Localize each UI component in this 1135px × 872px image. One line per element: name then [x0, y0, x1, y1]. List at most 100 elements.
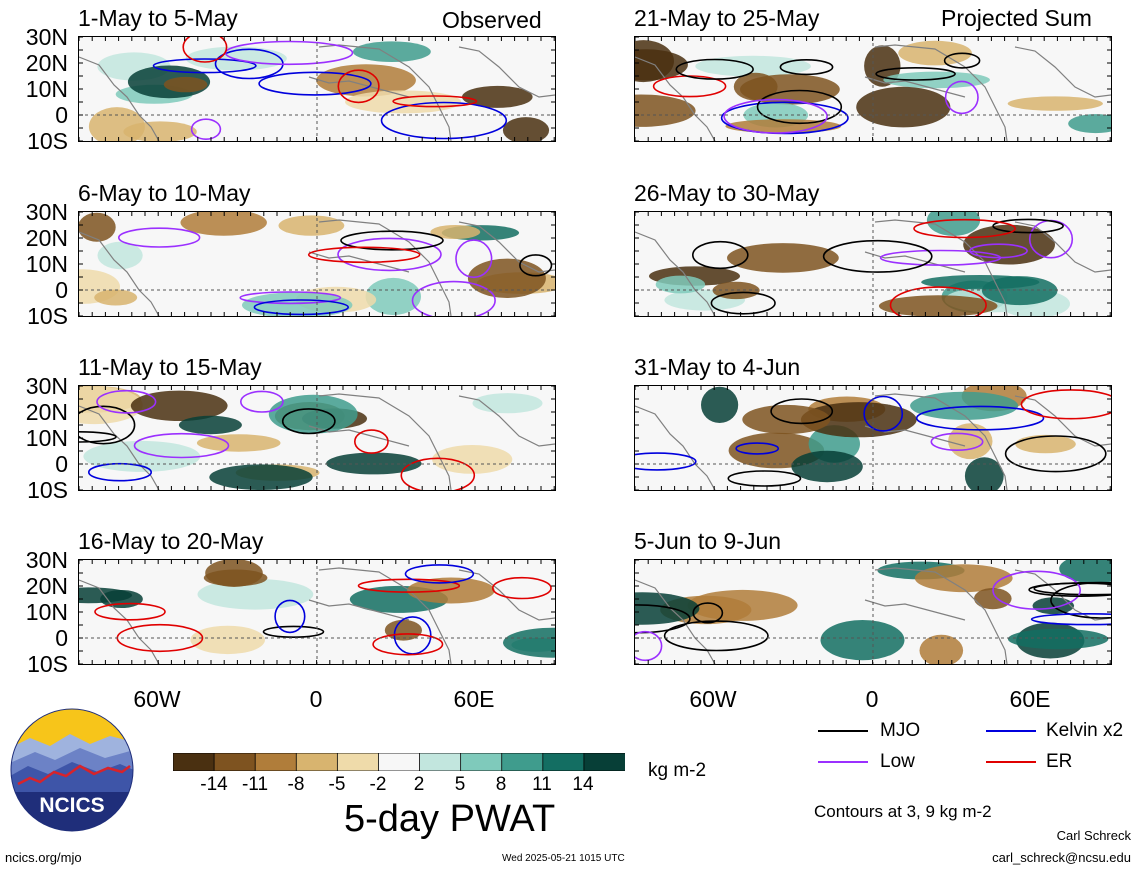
coastline — [874, 393, 1008, 490]
coastline — [308, 76, 410, 98]
map-canvas — [79, 37, 555, 141]
contour-line — [400, 457, 476, 490]
pwat-anomaly-shading — [467, 258, 546, 298]
pwat-anomaly-shading — [203, 569, 268, 587]
map-canvas — [635, 560, 1111, 664]
pwat-anomaly-shading — [1015, 434, 1076, 454]
contour-line — [337, 237, 442, 272]
contour-line — [152, 58, 257, 74]
lat-label: 20N — [25, 573, 68, 599]
pwat-anomaly-shading — [635, 94, 696, 127]
map-panel — [634, 559, 1112, 665]
lat-label: 10S — [27, 651, 68, 677]
colorbar-swatch — [460, 752, 503, 772]
contour-line — [710, 291, 776, 315]
colorbar — [172, 752, 626, 772]
contour-line — [692, 602, 724, 624]
contour-line — [404, 564, 475, 584]
contour-line — [182, 37, 228, 63]
pwat-anomaly-shading — [353, 41, 431, 62]
lon-label: 60W — [689, 686, 737, 712]
contour-line — [87, 462, 153, 482]
pwat-anomaly-shading — [878, 295, 998, 316]
map-panel — [634, 36, 1112, 142]
pwat-anomaly-shading — [190, 625, 265, 655]
author-name: Carl Schreck — [1056, 828, 1131, 843]
pwat-anomaly-shading — [180, 212, 267, 236]
colorbar-swatch — [213, 752, 257, 772]
lat-label: 0 — [55, 625, 68, 651]
contour-line — [281, 408, 336, 435]
coastline — [874, 44, 1008, 141]
legend-label-low: Low — [880, 751, 915, 772]
contour-line — [992, 218, 1064, 234]
map-canvas — [79, 386, 555, 490]
pwat-anomaly-shading — [1007, 628, 1109, 650]
pwat-anomaly-shading — [1007, 96, 1103, 111]
contour-line — [274, 599, 306, 634]
lat-label: 0 — [55, 451, 68, 477]
contour-line — [353, 429, 389, 454]
colorbar-swatch — [254, 752, 298, 772]
coastline — [79, 405, 160, 490]
lat-label: 30N — [25, 547, 68, 573]
pwat-anomaly-shading — [1068, 114, 1111, 134]
panel-title: 6-May to 10-May — [78, 180, 251, 206]
contour-line — [1030, 613, 1111, 626]
contour-line — [770, 398, 834, 425]
pwat-anomaly-shading — [462, 85, 533, 108]
lat-label: 30N — [25, 373, 68, 399]
pwat-anomaly-shading — [800, 402, 917, 438]
logo-text: NCICS — [39, 794, 104, 817]
contour-line — [992, 570, 1081, 610]
pwat-anomaly-shading — [791, 450, 863, 483]
lon-label: 60W — [133, 686, 181, 712]
map-panel — [634, 211, 1112, 317]
lon-label: 60E — [1009, 686, 1051, 712]
pwat-anomaly-shading — [94, 289, 138, 306]
coastline — [864, 76, 966, 98]
legend-line-er — [986, 761, 1036, 763]
coastline — [308, 425, 410, 447]
pwat-anomaly-shading — [964, 457, 1004, 490]
panel-title: 5-Jun to 9-Jun — [634, 528, 782, 554]
site-link[interactable]: ncics.org/mjo — [5, 850, 82, 865]
pwat-anomaly-shading — [407, 577, 495, 604]
legend-line-kelvin — [986, 730, 1036, 732]
coastline — [318, 44, 452, 141]
pwat-anomaly-shading — [701, 386, 739, 423]
pwat-anomaly-shading — [209, 464, 313, 490]
panel-corner-label: Projected Sum — [941, 5, 1092, 31]
coastline — [318, 567, 452, 664]
pwat-anomaly-shading — [655, 275, 706, 294]
coastline — [864, 599, 966, 621]
lat-label: 10S — [27, 128, 68, 154]
pwat-anomaly-shading — [79, 212, 116, 242]
pwat-anomaly-shading — [268, 394, 358, 434]
map-panel — [78, 36, 556, 142]
pwat-anomaly-shading — [430, 225, 481, 239]
colorbar-units: kg m-2 — [648, 760, 707, 781]
colorbar-tick: 14 — [572, 774, 594, 795]
pwat-anomaly-shading — [635, 49, 688, 81]
contour-line — [392, 95, 478, 108]
legend-label-er: ER — [1046, 751, 1073, 772]
legend-label-mjo: MJO — [880, 720, 921, 741]
contour-line — [913, 218, 1016, 239]
author-email[interactable]: carl_schreck@ncsu.edu — [992, 850, 1131, 865]
lat-label: 20N — [25, 50, 68, 76]
pwat-anomaly-shading — [727, 243, 839, 273]
lat-label: 10S — [27, 303, 68, 329]
contour-line — [756, 89, 843, 125]
pwat-anomaly-shading — [742, 404, 831, 435]
map-panel — [78, 559, 556, 665]
coastline — [458, 46, 555, 98]
pwat-anomaly-shading — [883, 71, 990, 89]
contour-line — [735, 442, 780, 455]
lat-label: 10N — [25, 599, 68, 625]
contour-line — [239, 291, 342, 305]
contour-line — [94, 602, 166, 621]
colorbar-tick: 11 — [532, 774, 552, 795]
contour-line — [380, 101, 508, 140]
pwat-anomaly-shading — [384, 619, 422, 641]
